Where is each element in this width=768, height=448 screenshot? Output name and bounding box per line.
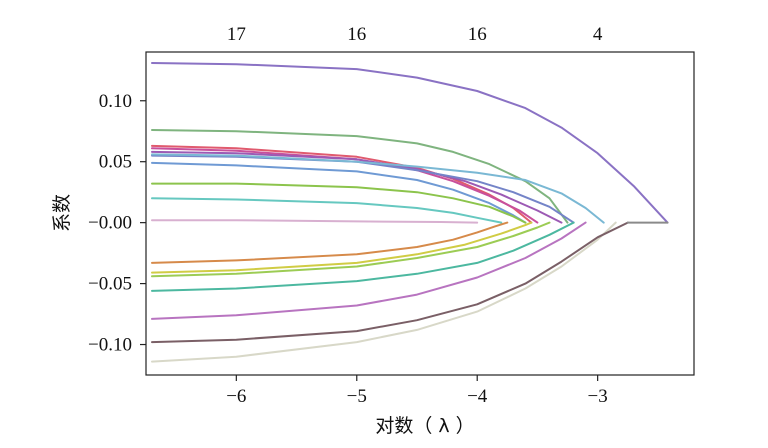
x-tick-label: −3	[588, 386, 608, 407]
plot-frame	[145, 51, 695, 376]
coefficient-path-15	[151, 221, 575, 292]
y-tick-label: −0.05	[88, 274, 132, 295]
x-axis-label: 对数（ λ ）	[375, 415, 474, 437]
top-axis-count-label: 16	[468, 24, 487, 45]
coefficient-path-1	[151, 62, 669, 224]
coefficient-path-16	[151, 221, 587, 320]
top-axis-count-label: 16	[347, 24, 366, 45]
x-tick-label: −6	[226, 386, 246, 407]
series-layer	[151, 62, 669, 363]
axes-layer: −6 −5 −4 −3 0.10 0.05 −0.00 −0.05 −0.10 17 16 16 4	[88, 24, 608, 407]
coefficient-path-11	[151, 219, 479, 224]
coefficient-path-2	[151, 129, 569, 224]
coefficient-path-12	[151, 221, 509, 264]
coefficient-path-10	[151, 197, 503, 224]
coefficient-path-17	[151, 221, 617, 363]
top-axis-count-label: 17	[227, 24, 246, 45]
y-tick-label: 0.05	[99, 152, 132, 173]
coefficient-path-4	[151, 147, 539, 224]
coefficient-path-9	[151, 182, 527, 224]
y-tick-label: −0.10	[88, 335, 132, 356]
x-tick-label: −4	[467, 386, 488, 407]
y-axis-label: 系数	[51, 194, 73, 232]
y-tick-label: 0.10	[99, 91, 132, 112]
x-tick-label: −5	[347, 386, 367, 407]
coefficient-path-7	[151, 161, 527, 224]
top-axis-count-label: 4	[593, 24, 603, 45]
y-tick-label: −0.00	[88, 213, 132, 234]
coefficient-path-18	[151, 221, 629, 344]
coefficient-path-14	[151, 221, 551, 278]
coefficient-path-13	[151, 221, 533, 274]
coefficient-path-8	[151, 153, 605, 224]
